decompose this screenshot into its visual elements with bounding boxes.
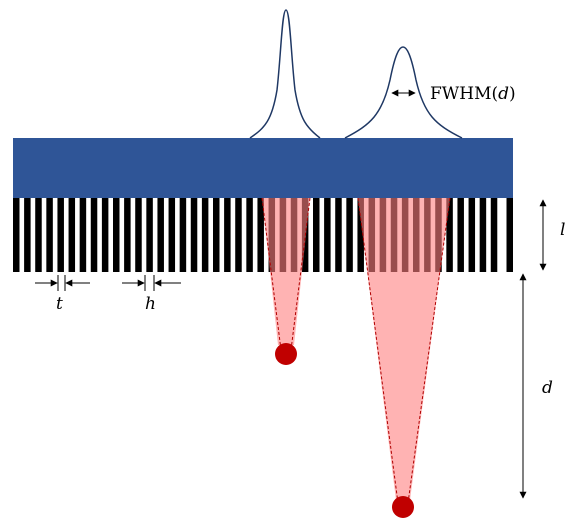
- septum: [46, 198, 53, 272]
- peak: [344, 46, 463, 139]
- septum: [490, 198, 498, 272]
- septum: [468, 198, 476, 272]
- h-label: h: [145, 294, 156, 314]
- fwhm-var: d: [498, 84, 509, 104]
- septum: [213, 198, 220, 272]
- septum: [446, 198, 453, 272]
- septum: [190, 198, 198, 272]
- septum: [235, 198, 242, 272]
- septum: [35, 198, 42, 272]
- septum: [179, 198, 187, 272]
- cone-edge: [357, 197, 399, 504]
- cone-edge: [407, 197, 451, 504]
- septum: [124, 198, 131, 272]
- source: [275, 343, 297, 365]
- septum: [335, 198, 342, 272]
- septum: [357, 198, 364, 272]
- septum: [113, 198, 120, 272]
- septum: [90, 198, 98, 272]
- septum: [324, 198, 331, 272]
- cone: [358, 198, 450, 500]
- septum: [79, 198, 87, 272]
- septum: [13, 198, 20, 272]
- fwhm-text: ): [509, 84, 516, 104]
- fwhm-label: FWHM(d): [430, 84, 516, 104]
- septum: [168, 198, 176, 272]
- fwhm-text: FWHM(: [430, 84, 498, 104]
- septum: [506, 198, 513, 272]
- cone: [262, 198, 310, 345]
- septum: [257, 198, 264, 272]
- septum: [313, 198, 320, 272]
- peak: [249, 9, 321, 139]
- source: [392, 496, 414, 518]
- septum: [479, 198, 487, 272]
- septum: [346, 198, 353, 272]
- d-label: d: [542, 378, 553, 398]
- septum: [201, 198, 209, 272]
- septum: [135, 198, 142, 272]
- septum: [224, 198, 231, 272]
- septum: [101, 198, 109, 272]
- septum: [57, 198, 64, 272]
- l-label: l: [560, 220, 565, 240]
- septum: [157, 198, 164, 272]
- septum: [457, 198, 464, 272]
- septum: [246, 198, 253, 272]
- cone-edge: [261, 197, 282, 351]
- cone-edge: [290, 197, 311, 351]
- septum: [146, 198, 153, 272]
- detector: [13, 138, 513, 198]
- septum: [68, 198, 76, 272]
- t-label: t: [56, 294, 63, 314]
- septum: [24, 198, 31, 272]
